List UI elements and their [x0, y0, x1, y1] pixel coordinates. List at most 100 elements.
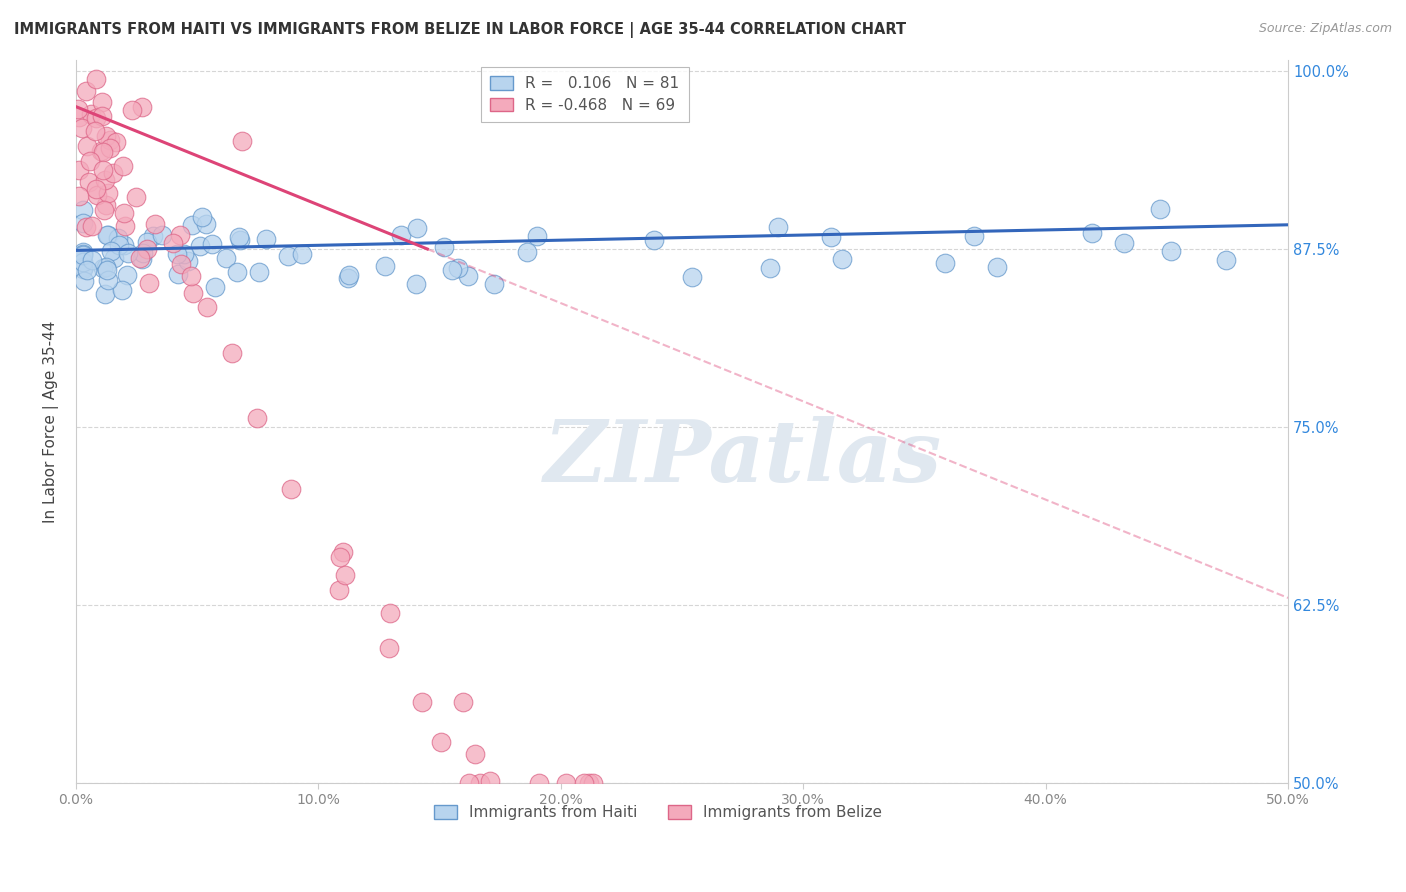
Point	[73, 274, 96, 288]
Point	[91, 109, 114, 123]
Point	[194, 217, 217, 231]
Point	[82, 219, 104, 233]
Point	[280, 482, 302, 496]
Point	[131, 100, 153, 114]
Point	[247, 265, 270, 279]
Point	[457, 268, 479, 283]
Point	[128, 251, 150, 265]
Point	[143, 217, 166, 231]
Point	[582, 776, 605, 790]
Point	[440, 263, 463, 277]
Point	[94, 286, 117, 301]
Point	[246, 410, 269, 425]
Point	[90, 144, 112, 158]
Point	[84, 71, 107, 86]
Point	[111, 283, 134, 297]
Point	[429, 734, 451, 748]
Point	[204, 279, 226, 293]
Point	[93, 202, 115, 217]
Point	[226, 265, 249, 279]
Point	[97, 228, 120, 243]
Point	[478, 774, 501, 789]
Point	[152, 227, 174, 242]
Point	[111, 159, 134, 173]
Point	[173, 247, 195, 261]
Point	[72, 244, 94, 259]
Point	[94, 197, 117, 211]
Point	[405, 221, 427, 235]
Point	[482, 277, 505, 291]
Point	[72, 202, 94, 217]
Point	[76, 262, 98, 277]
Point	[214, 251, 236, 265]
Point	[125, 190, 148, 204]
Point	[67, 162, 90, 177]
Point	[329, 550, 352, 565]
Point	[72, 262, 94, 277]
Point	[94, 129, 117, 144]
Point	[221, 346, 243, 360]
Point	[180, 269, 202, 284]
Point	[107, 231, 129, 245]
Point	[934, 256, 956, 270]
Point	[188, 239, 211, 253]
Point	[100, 244, 122, 258]
Point	[96, 260, 118, 274]
Point	[177, 254, 200, 268]
Point	[97, 273, 120, 287]
Point	[136, 235, 159, 249]
Point	[643, 233, 665, 247]
Point	[80, 252, 103, 267]
Point	[468, 776, 491, 790]
Point	[759, 261, 782, 276]
Point	[433, 240, 456, 254]
Point	[277, 249, 299, 263]
Point	[1114, 235, 1136, 250]
Point	[332, 545, 354, 559]
Point	[75, 84, 97, 98]
Point	[578, 776, 600, 790]
Point	[79, 175, 101, 189]
Point	[67, 189, 90, 203]
Point	[91, 163, 114, 178]
Point	[91, 95, 114, 110]
Point	[86, 188, 108, 202]
Point	[1215, 252, 1237, 267]
Point	[70, 121, 93, 136]
Point	[820, 230, 842, 244]
Point	[963, 229, 986, 244]
Point	[254, 232, 277, 246]
Point	[170, 257, 193, 271]
Point	[447, 261, 470, 276]
Point	[378, 641, 401, 656]
Point	[337, 271, 360, 285]
Point	[131, 252, 153, 267]
Point	[83, 124, 105, 138]
Point	[135, 242, 157, 256]
Point	[374, 259, 396, 273]
Point	[378, 606, 401, 620]
Point	[555, 776, 578, 790]
Point	[115, 268, 138, 283]
Point	[231, 135, 253, 149]
Text: Source: ZipAtlas.com: Source: ZipAtlas.com	[1258, 22, 1392, 36]
Point	[195, 301, 218, 315]
Point	[112, 205, 135, 219]
Point	[167, 267, 190, 281]
Point	[166, 246, 188, 260]
Point	[405, 277, 427, 291]
Point	[97, 186, 120, 201]
Point	[291, 247, 314, 261]
Point	[191, 211, 214, 225]
Point	[72, 255, 94, 269]
Point	[96, 262, 118, 277]
Point	[1398, 219, 1406, 233]
Point	[333, 567, 356, 582]
Point	[72, 216, 94, 230]
Point	[72, 260, 94, 275]
Point	[84, 111, 107, 125]
Point	[72, 247, 94, 261]
Point	[103, 252, 125, 266]
Point	[228, 230, 250, 244]
Point	[112, 238, 135, 252]
